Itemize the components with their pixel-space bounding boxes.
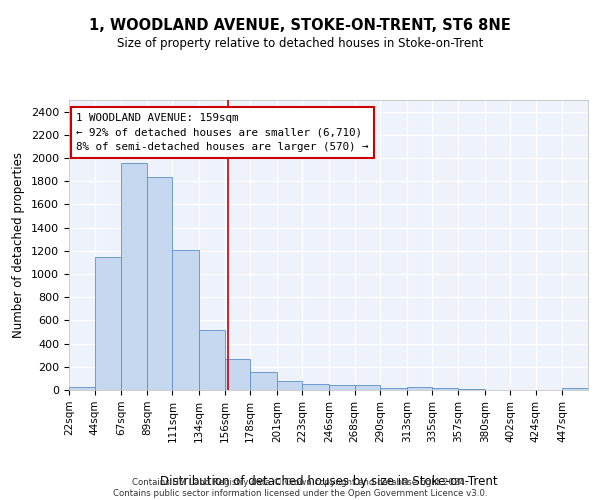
Bar — [380, 388, 407, 390]
Bar — [355, 386, 380, 390]
Bar — [329, 385, 355, 390]
Bar — [302, 384, 329, 390]
Bar — [407, 387, 433, 390]
Text: Contains HM Land Registry data © Crown copyright and database right 2024.
Contai: Contains HM Land Registry data © Crown c… — [113, 478, 487, 498]
Bar — [69, 386, 95, 390]
Text: 1 WOODLAND AVENUE: 159sqm
← 92% of detached houses are smaller (6,710)
8% of sem: 1 WOODLAND AVENUE: 159sqm ← 92% of detac… — [76, 112, 368, 152]
Bar — [433, 388, 458, 390]
Text: 1, WOODLAND AVENUE, STOKE-ON-TRENT, ST6 8NE: 1, WOODLAND AVENUE, STOKE-ON-TRENT, ST6 … — [89, 18, 511, 32]
Bar — [277, 380, 302, 390]
Bar — [224, 360, 250, 390]
Y-axis label: Number of detached properties: Number of detached properties — [13, 152, 25, 338]
Bar — [147, 176, 172, 390]
Bar — [562, 388, 588, 390]
Bar — [95, 256, 121, 390]
Bar — [250, 372, 277, 390]
Bar — [199, 330, 224, 390]
Bar — [121, 162, 147, 390]
Text: Size of property relative to detached houses in Stoke-on-Trent: Size of property relative to detached ho… — [117, 38, 483, 51]
Text: Distribution of detached houses by size in Stoke-on-Trent: Distribution of detached houses by size … — [160, 474, 497, 488]
Bar — [172, 250, 199, 390]
